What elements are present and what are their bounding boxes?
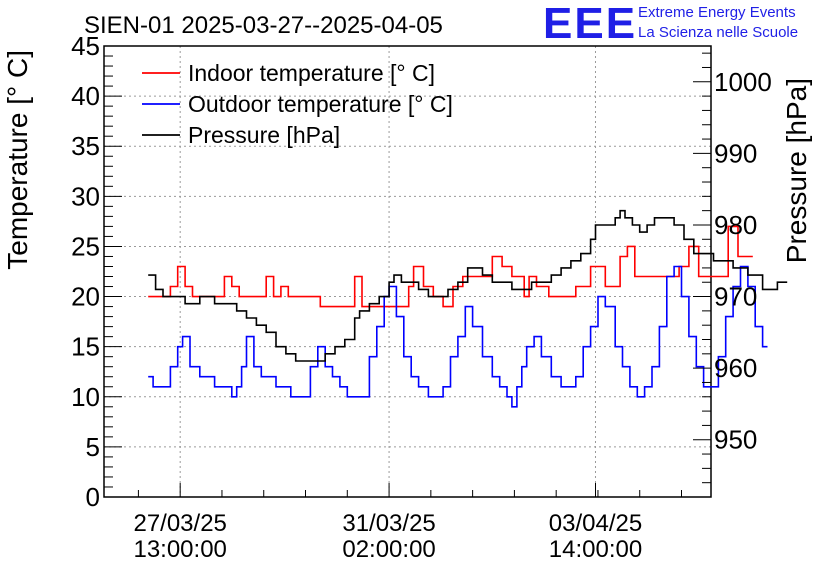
legend-label: Pressure [hPa]: [188, 122, 340, 148]
legend-label: Indoor temperature [° C]: [188, 60, 435, 86]
y-left-tick-label: 5: [86, 432, 100, 462]
x-tick-label-time: 02:00:00: [342, 536, 435, 563]
series-line-outdoor-temperature-c: [148, 265, 768, 408]
y-right-tick-label: 950: [714, 425, 757, 455]
y-left-tick-label: 20: [71, 282, 100, 312]
y-left-tick-label: 30: [71, 181, 100, 211]
y-left-tick-label: 35: [71, 131, 100, 161]
x-tick-label-date: 27/03/25: [133, 510, 226, 537]
x-tick-label-time: 13:00:00: [133, 536, 226, 563]
y-left-tick-label: 10: [71, 382, 100, 412]
y-left-tick-label: 25: [71, 231, 100, 261]
y-left-tick-label: 40: [71, 81, 100, 111]
series-line-indoor-temperature-c: [148, 225, 753, 308]
y-left-tick-label: 45: [71, 31, 100, 61]
y-right-tick-label: 980: [714, 210, 757, 240]
legend: Indoor temperature [° C] Outdoor temperat…: [142, 60, 453, 148]
y-axis-right-label: Pressure [hPa]: [781, 78, 812, 263]
plot-frame: [103, 45, 712, 498]
y-right-tick-label: 960: [714, 353, 757, 383]
x-tick-label-time: 14:00:00: [549, 536, 642, 563]
logo-line-1: Extreme Energy Events: [638, 4, 796, 21]
y-left-tick-label: 0: [86, 482, 100, 512]
eee-logo: EEE Extreme Energy Events La Scienza nel…: [543, 0, 833, 48]
legend-label: Outdoor temperature [° C]: [188, 91, 453, 117]
left-axis: 0 5 10 15 20 25 30 35 40 45: [71, 31, 122, 512]
chart-title: SIEN-01 2025-03-27--2025-04-05: [84, 12, 443, 39]
series-line-pressure-hpa: [148, 209, 788, 362]
right-axis: 950 960 970 980 990 1000: [693, 52, 772, 484]
y-right-tick-label: 970: [714, 282, 757, 312]
logo-line-2: La Scienza nelle Scuole: [638, 24, 799, 41]
x-tick-label-date: 31/03/25: [342, 510, 435, 537]
y-right-tick-label: 1000: [714, 67, 772, 97]
eee-logo-mark: EEE: [543, 0, 638, 48]
x-tick-label-date: 03/04/25: [549, 510, 642, 537]
series-layer: [148, 209, 788, 408]
y-left-tick-label: 15: [71, 332, 100, 362]
y-axis-left-label: Temperature [° C]: [2, 50, 33, 270]
y-right-tick-label: 990: [714, 138, 757, 168]
